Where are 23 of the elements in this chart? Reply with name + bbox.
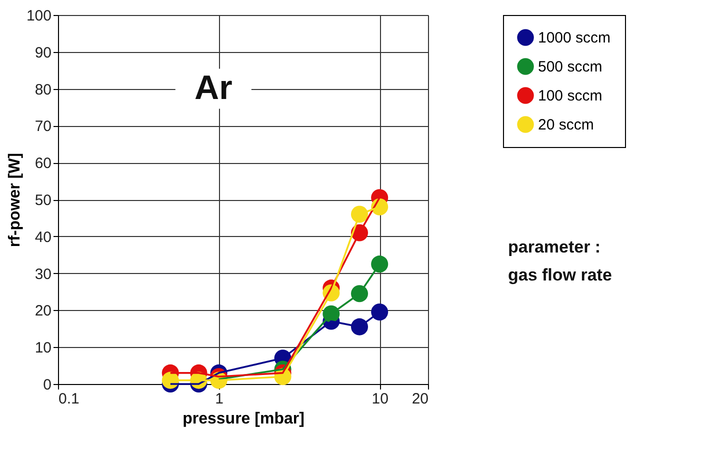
x-tick-label: 1 <box>215 390 224 408</box>
y-tick-label: 20 <box>34 302 52 320</box>
legend-label: 100 sccm <box>538 88 602 104</box>
y-axis-title: rf-power [W] <box>6 152 24 248</box>
x-tick-label: 0.1 <box>58 390 80 408</box>
y-tick-label: 100 <box>26 8 52 24</box>
y-tick-label: 10 <box>34 340 52 357</box>
x-tick-label: 20 <box>412 390 428 408</box>
y-tick-label: 70 <box>34 118 52 136</box>
y-tick-label: 40 <box>34 228 52 246</box>
legend-label: 500 sccm <box>538 58 602 76</box>
y-tick-label: 90 <box>34 44 52 62</box>
text: parameter : gas flow rate <box>508 237 612 284</box>
y-tick-label: 60 <box>34 155 52 172</box>
y-tick-label: 50 <box>34 192 52 209</box>
legend-label: 20 sccm <box>538 116 594 134</box>
y-tick-label: 30 <box>34 266 52 283</box>
x-tick-label: 10 <box>372 390 388 408</box>
annotation: Ar <box>194 68 232 107</box>
legend-label: 1000 sccm <box>538 30 611 46</box>
y-tick-label: 0 <box>43 376 52 394</box>
x-axis-title: pressure [mbar] <box>182 410 304 428</box>
y-tick-label: 80 <box>34 81 52 98</box>
